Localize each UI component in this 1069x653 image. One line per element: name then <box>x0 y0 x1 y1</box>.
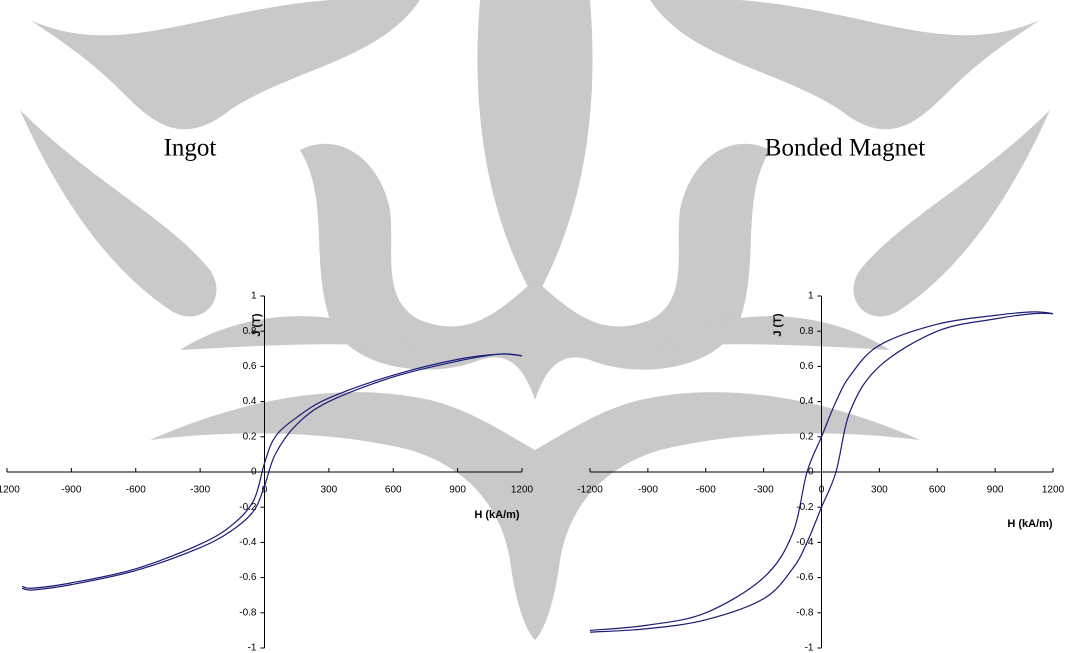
x-tick-label: 0 <box>819 485 825 496</box>
x-tick-label: 1200 <box>1042 485 1065 496</box>
y-tick-label: -0.2 <box>239 502 257 513</box>
x-tick-label: 300 <box>321 485 338 496</box>
x-tick-label: 600 <box>385 485 402 496</box>
y-tick-label: 0.4 <box>800 396 814 407</box>
x-tick-label: 1200 <box>511 485 534 496</box>
x-axis-label: H (kA/m) <box>474 509 520 521</box>
chart-title: Bonded Magnet <box>765 135 925 162</box>
x-tick-label: -900 <box>61 485 81 496</box>
x-tick-label: -1200 <box>577 485 603 496</box>
y-tick-label: -0.8 <box>239 607 257 618</box>
y-tick-label: 1 <box>251 291 257 302</box>
y-tick-label: 0.6 <box>800 361 814 372</box>
x-axis-label: H (kA/m) <box>1007 518 1053 530</box>
y-tick-label: 0.2 <box>800 431 814 442</box>
y-axis-label: J (T) <box>772 313 784 337</box>
x-tick-label: 300 <box>871 485 888 496</box>
y-tick-label: -0.4 <box>239 537 257 548</box>
y-tick-label: -1 <box>805 643 814 653</box>
slide: Ingot -1200 -900 -600 -300 0 300 600 900 1200 -1 -0… <box>0 0 1069 653</box>
x-tick-label: -300 <box>754 485 774 496</box>
y-tick-label: 0.2 <box>243 431 257 442</box>
x-tick-label: 900 <box>449 485 466 496</box>
x-tick-label: -300 <box>190 485 210 496</box>
chart-title: Ingot <box>164 135 217 162</box>
y-tick-label: -0.6 <box>239 572 257 583</box>
watermark <box>20 0 1050 640</box>
y-axis-label: J (T) <box>251 313 263 337</box>
y-tick-label: 0.6 <box>243 361 257 372</box>
y-tick-label: 0.4 <box>243 396 257 407</box>
y-tick-label: -1 <box>248 643 257 653</box>
y-tick-label: 1 <box>808 291 814 302</box>
x-tick-label: -600 <box>126 485 146 496</box>
y-tick-label: 0 <box>251 467 257 478</box>
x-tick-label: -900 <box>638 485 658 496</box>
x-tick-label: -1200 <box>0 485 20 496</box>
y-tick-label: -0.8 <box>796 607 814 618</box>
x-tick-label: 900 <box>987 485 1004 496</box>
x-tick-label: -600 <box>696 485 716 496</box>
data-line <box>22 354 522 588</box>
y-tick-label: 0.8 <box>800 326 814 337</box>
y-tick-label: -0.6 <box>796 572 814 583</box>
x-tick-label: 600 <box>929 485 946 496</box>
